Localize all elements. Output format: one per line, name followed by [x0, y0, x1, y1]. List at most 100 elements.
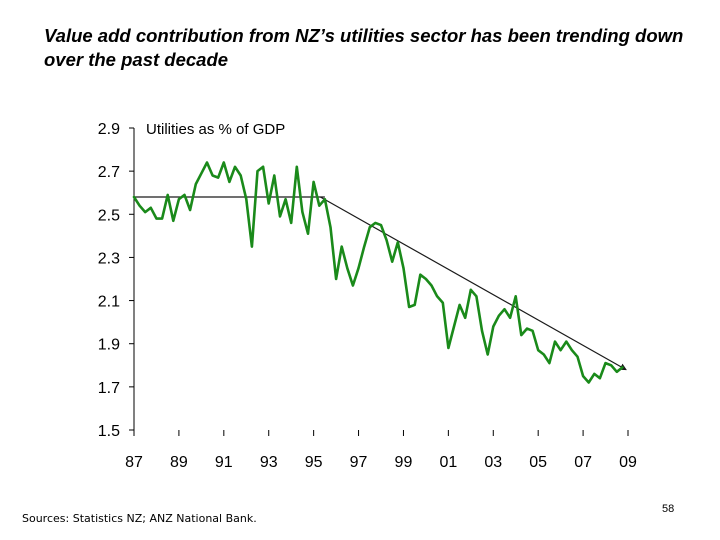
- data-point: [324, 198, 326, 200]
- y-tick-label: 2.3: [98, 250, 120, 267]
- y-tick-label: 2.5: [98, 207, 120, 224]
- data-point: [313, 181, 315, 183]
- source-note: Sources: Statistics NZ; ANZ National Ban…: [22, 512, 257, 525]
- data-point: [161, 218, 163, 220]
- data-point: [481, 330, 483, 332]
- data-point: [228, 181, 230, 183]
- x-axis: 87 89 91 93 95 97 99 01 03 05 07 09: [125, 430, 637, 471]
- data-point: [492, 325, 494, 328]
- y-tick-label: 1.5: [98, 423, 120, 440]
- data-point: [217, 177, 219, 179]
- data-point: [593, 373, 595, 375]
- data-point: [442, 302, 444, 304]
- data-point: [571, 349, 573, 351]
- data-point: [487, 353, 489, 356]
- y-ticks: 1.5 1.7 1.9 2.1 2.3 2.5 2.7 2.9: [98, 121, 134, 440]
- data-point: [256, 170, 259, 172]
- data-point: [548, 362, 551, 364]
- trend-annotations: [134, 196, 627, 371]
- y-tick-label: 1.9: [98, 337, 120, 354]
- data-point: [240, 174, 242, 177]
- y-tick-label: 1.7: [98, 380, 120, 397]
- data-point: [150, 207, 152, 209]
- data-point: [436, 295, 438, 297]
- data-point: [386, 239, 388, 241]
- data-point: [419, 274, 421, 276]
- data-point: [212, 174, 214, 177]
- data-point: [206, 161, 208, 164]
- data-point: [537, 349, 539, 351]
- x-tick-label: 87: [125, 454, 143, 471]
- data-point: [262, 166, 264, 168]
- downward-trend-arrow: [320, 196, 627, 371]
- data-point: [509, 317, 511, 319]
- data-series: [132, 161, 624, 384]
- data-point: [430, 284, 433, 287]
- data-point: [301, 211, 303, 213]
- data-point: [616, 371, 618, 373]
- data-point: [532, 330, 534, 332]
- data-point: [621, 366, 624, 368]
- x-tick-label: 89: [170, 454, 188, 471]
- data-point: [543, 353, 545, 356]
- x-tick-label: 91: [215, 454, 233, 471]
- data-point: [498, 315, 500, 317]
- data-point: [133, 196, 135, 198]
- data-point: [352, 284, 354, 287]
- data-point: [470, 289, 472, 291]
- data-point: [279, 215, 281, 217]
- data-point: [408, 306, 410, 308]
- data-point: [318, 205, 320, 207]
- data-point: [178, 198, 180, 200]
- slide-title: Value add contribution from NZ’s utiliti…: [44, 25, 684, 70]
- data-point: [251, 246, 253, 248]
- data-point: [144, 211, 146, 213]
- data-point: [200, 172, 202, 174]
- data-point: [223, 161, 225, 164]
- data-point: [503, 308, 506, 310]
- data-point: [268, 202, 270, 205]
- x-tick-label: 09: [619, 454, 637, 471]
- data-point: [576, 356, 579, 358]
- data-point: [391, 261, 393, 263]
- data-point: [447, 347, 449, 349]
- page-number: 58: [662, 503, 675, 515]
- data-point: [599, 377, 601, 379]
- data-point: [234, 166, 236, 168]
- data-point: [335, 278, 337, 280]
- data-point: [273, 174, 275, 177]
- series-points: [133, 161, 624, 384]
- data-point: [296, 166, 298, 168]
- data-point: [414, 304, 416, 306]
- utilities-gdp-series-line: [132, 161, 624, 384]
- x-tick-label: 99: [395, 454, 413, 471]
- x-tick-label: 03: [484, 454, 502, 471]
- data-point: [341, 246, 343, 248]
- data-point: [565, 341, 567, 343]
- y-tick-label: 2.1: [98, 294, 120, 311]
- data-point: [604, 362, 607, 364]
- y-tick-label: 2.7: [98, 164, 120, 181]
- x-tick-label: 95: [305, 454, 323, 471]
- data-point: [397, 241, 399, 243]
- x-tick-label: 07: [574, 454, 592, 471]
- x-tick-label: 01: [439, 454, 457, 471]
- data-point: [167, 194, 169, 196]
- data-point: [520, 334, 522, 336]
- data-point: [459, 304, 461, 306]
- data-point: [560, 349, 562, 351]
- data-point: [554, 341, 556, 343]
- y-axis: 1.5 1.7 1.9 2.1 2.3 2.5 2.7 2.9: [98, 121, 135, 440]
- data-point: [139, 205, 141, 207]
- data-point: [183, 194, 186, 196]
- x-tick-label: 97: [350, 454, 368, 471]
- data-point: [172, 220, 174, 222]
- data-point: [526, 328, 528, 330]
- x-tick-label: 05: [529, 454, 547, 471]
- data-point: [425, 278, 427, 280]
- data-point: [357, 267, 360, 269]
- data-point: [515, 295, 517, 297]
- data-point: [195, 183, 197, 185]
- data-point: [285, 198, 287, 200]
